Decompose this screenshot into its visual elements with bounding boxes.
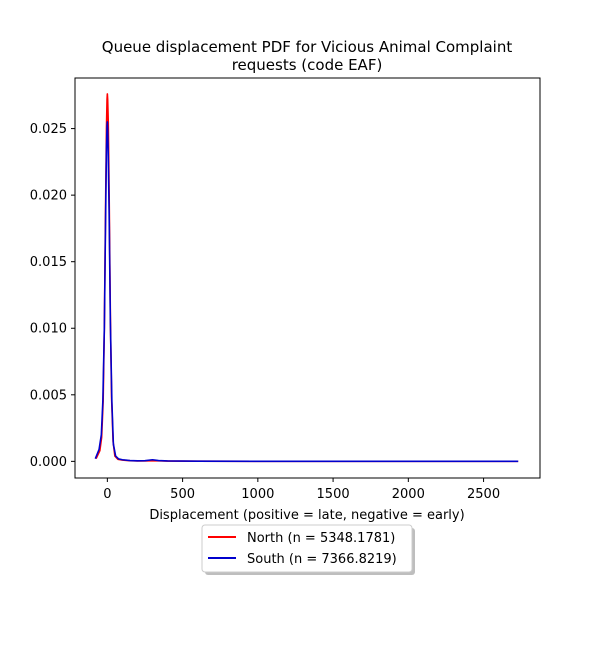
y-tick-label: 0.000 [30, 455, 67, 470]
x-tick-label: 500 [170, 487, 195, 502]
legend-label-north: North (n = 5348.1781) [247, 531, 395, 546]
y-tick-label: 0.010 [30, 322, 67, 337]
y-tick-label: 0.005 [30, 388, 67, 403]
x-tick-label: 0 [103, 487, 111, 502]
chart-title-line-1: Queue displacement PDF for Vicious Anima… [102, 38, 513, 56]
chart-title-line-2: requests (code EAF) [232, 56, 383, 74]
y-tick-label: 0.025 [30, 122, 67, 137]
y-tick-label: 0.020 [30, 189, 67, 204]
x-tick-label: 2000 [392, 487, 425, 502]
x-tick-label: 1500 [317, 487, 350, 502]
legend: North (n = 5348.1781) South (n = 7366.82… [201, 524, 415, 575]
x-tick-label: 2500 [467, 487, 500, 502]
y-axis: 0.000 0.005 0.010 0.015 0.020 0.025 [30, 122, 75, 470]
y-tick-label: 0.015 [30, 255, 67, 270]
x-axis: 0 500 1000 1500 2000 2500 [103, 478, 500, 502]
legend-label-south: South (n = 7366.8219) [247, 552, 397, 567]
x-tick-label: 1000 [241, 487, 274, 502]
x-axis-title: Displacement (positive = late, negative … [149, 508, 464, 523]
plot-frame [74, 77, 541, 479]
legend-box [201, 524, 413, 573]
series-line-south [94, 121, 519, 463]
series-layer [94, 93, 519, 463]
